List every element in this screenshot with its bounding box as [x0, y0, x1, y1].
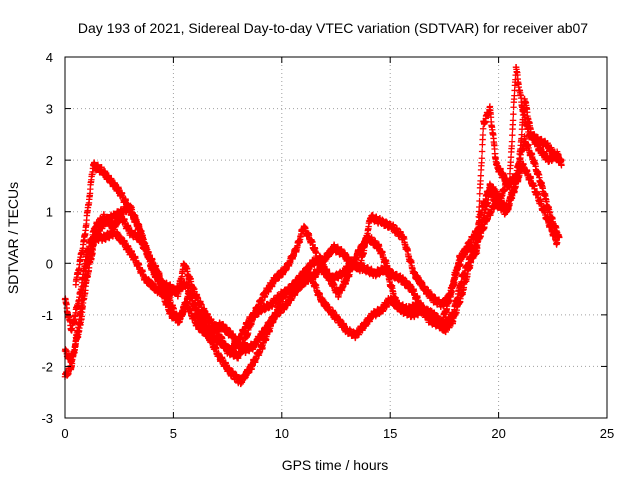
series-track-3: [61, 160, 561, 357]
data-point: [556, 234, 563, 241]
grid-layer: [65, 57, 607, 418]
data-layer: [61, 63, 565, 388]
